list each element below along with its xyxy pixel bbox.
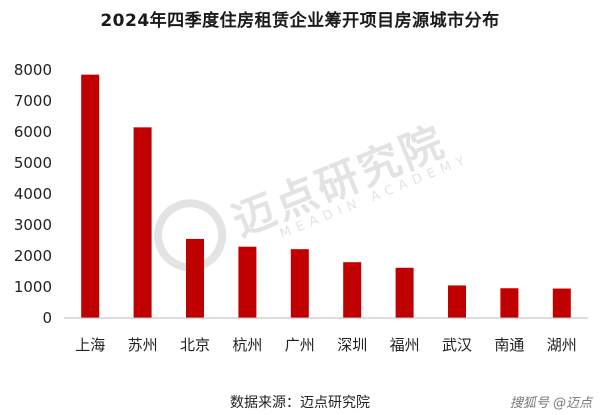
credit-text: 搜狐号 @迈点 — [509, 396, 592, 411]
bar-1 — [81, 74, 100, 319]
bar-2 — [133, 127, 152, 318]
y-tick-label: 5000 — [14, 154, 52, 172]
bar-4 — [238, 246, 257, 318]
x-tick-label: 苏州 — [128, 336, 158, 354]
bar-6 — [343, 262, 362, 318]
y-tick-label: 3000 — [14, 216, 52, 234]
x-tick-label: 湖州 — [547, 336, 577, 354]
source-note: 数据来源：迈点研究院 — [230, 395, 370, 411]
x-tick-label: 上海 — [75, 336, 105, 354]
y-tick-label: 8000 — [14, 61, 52, 79]
bar-5 — [290, 249, 309, 318]
bar-10 — [552, 288, 571, 318]
x-axis: 上海 苏州 北京 杭州 广州 深圳 福州 武汉 南通 湖州 — [75, 336, 577, 354]
x-tick-label: 广州 — [285, 336, 315, 354]
x-tick-label: 杭州 — [232, 336, 262, 354]
x-tick-label: 武汉 — [442, 336, 472, 354]
x-tick-label: 福州 — [390, 336, 420, 354]
x-tick-label: 北京 — [180, 336, 210, 354]
y-tick-label: 6000 — [14, 123, 52, 141]
bar-9 — [500, 288, 519, 318]
x-tick-label: 南通 — [494, 336, 524, 354]
y-tick-label: 1000 — [14, 278, 52, 296]
chart-title: 2024年四季度住房租赁企业筹开项目房源城市分布 — [100, 11, 500, 31]
bars — [81, 74, 571, 319]
y-tick-label: 2000 — [14, 247, 52, 265]
bar-7 — [395, 267, 414, 318]
bar-8 — [448, 285, 466, 318]
bar-3 — [186, 238, 204, 318]
y-tick-label: 4000 — [14, 185, 52, 203]
y-tick-label: 0 — [42, 309, 52, 327]
y-axis: 0 1000 2000 3000 4000 5000 6000 7000 8000 — [14, 61, 52, 327]
x-tick-label: 深圳 — [337, 336, 367, 354]
y-tick-label: 7000 — [14, 92, 52, 110]
